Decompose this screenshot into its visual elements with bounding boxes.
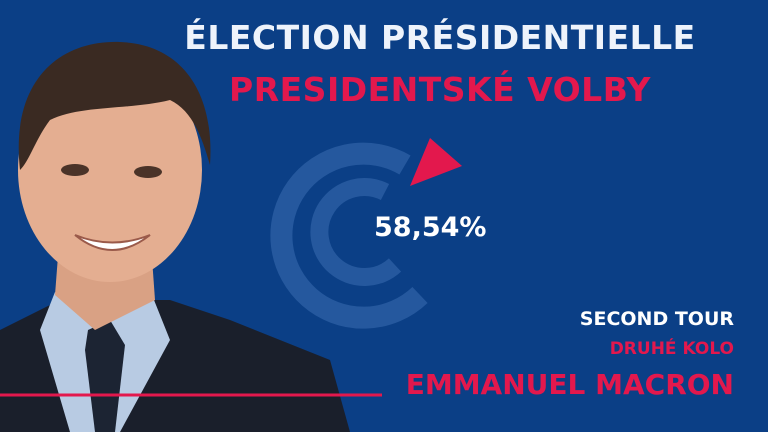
red-triangle [410, 138, 462, 186]
title: ÉLECTION PRÉSIDENTIELLE [184, 18, 696, 57]
round: SECOND TOUR [579, 308, 734, 330]
logo [270, 142, 428, 329]
subtitle: PRESIDENTSKÉ VOLBY [229, 70, 651, 109]
candidate-name: EMMANUEL MACRON [405, 368, 734, 401]
round-translation: DRUHÉ KOLO [609, 339, 734, 359]
percentage: 58,54% [374, 212, 487, 243]
